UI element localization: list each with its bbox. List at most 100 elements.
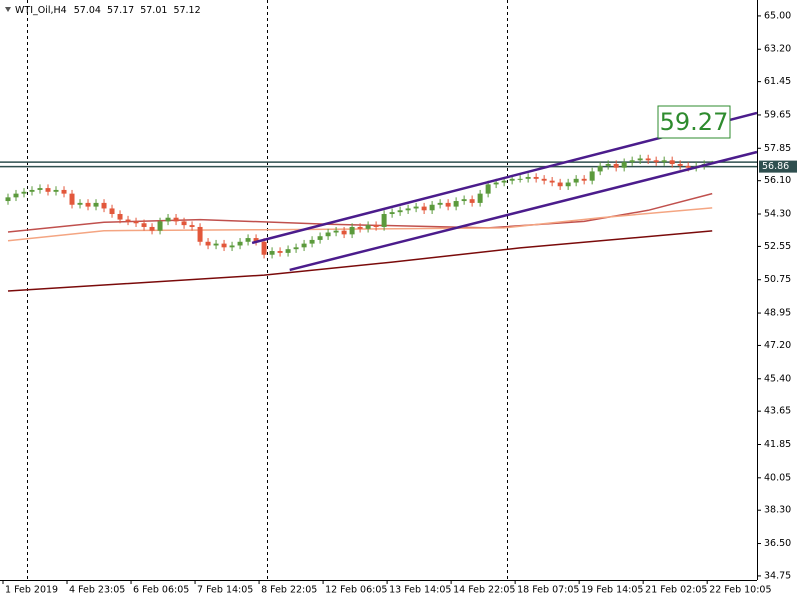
x-tick-label: 18 Feb 07:05	[517, 585, 579, 596]
candle-body	[37, 188, 43, 190]
candle-body	[365, 225, 371, 229]
candle-body	[541, 178, 547, 181]
candle-body	[453, 201, 459, 207]
candle-body	[197, 226, 203, 242]
candle-body	[277, 251, 283, 253]
candle-body	[325, 232, 331, 237]
candle-body	[317, 236, 323, 240]
y-tick-label: 59.65	[764, 109, 791, 120]
open-value: 57.04	[74, 5, 101, 16]
candle-body	[613, 164, 619, 168]
y-tick-label: 36.50	[764, 538, 791, 549]
candle-body	[301, 243, 307, 248]
x-tick-label: 1 Feb 2019	[5, 585, 58, 596]
candle-body	[293, 247, 299, 250]
candle-body	[629, 160, 635, 163]
x-tick-label: 7 Feb 14:05	[197, 585, 253, 596]
candle-body	[141, 223, 147, 227]
low-value: 57.01	[140, 5, 167, 16]
candle-body	[221, 243, 227, 248]
y-tick-label: 41.85	[764, 439, 791, 450]
candle-body	[109, 208, 115, 215]
candle-body	[405, 208, 411, 211]
y-tick-label: 54.30	[764, 209, 791, 220]
candle-body	[261, 241, 267, 255]
x-tick-label: 12 Feb 06:05	[325, 585, 387, 596]
x-tick-label: 22 Feb 10:05	[709, 585, 771, 596]
candle-body	[125, 219, 131, 222]
target-label: 59.27	[660, 108, 729, 136]
y-tick-label: 45.40	[764, 373, 791, 384]
moving-average	[7, 230, 713, 292]
candle-body	[245, 238, 251, 242]
candle-body	[677, 164, 683, 166]
x-tick-label: 6 Feb 06:05	[133, 585, 189, 596]
candle-body	[429, 204, 435, 211]
candle-body	[5, 197, 11, 202]
symbol: WTI_Oil,H4	[15, 5, 67, 16]
candle-body	[637, 158, 643, 161]
x-tick-label: 8 Feb 22:05	[261, 585, 317, 596]
candle-body	[21, 191, 27, 194]
price-tag	[759, 160, 797, 173]
candle-body	[341, 230, 347, 235]
target-box	[657, 105, 731, 139]
candle-body	[517, 178, 523, 180]
candle-body	[357, 226, 363, 229]
y-tick-label: 38.30	[764, 505, 791, 516]
candle-body	[485, 184, 491, 194]
candle-body	[29, 189, 35, 192]
candle-body	[669, 160, 675, 165]
candle-body	[477, 193, 483, 203]
candle-body	[501, 180, 507, 183]
candle-body	[213, 243, 219, 246]
candle-body	[509, 178, 515, 181]
candle-body	[269, 251, 275, 255]
candle-body	[389, 212, 395, 215]
y-tick-label: 52.55	[764, 241, 791, 252]
candle-body	[557, 182, 563, 187]
trend-line	[289, 150, 758, 272]
price-tag-label: 56.86	[762, 161, 789, 172]
candle-body	[205, 241, 211, 246]
candle-body	[101, 202, 107, 209]
candle-body	[165, 217, 171, 222]
candle-body	[549, 180, 555, 183]
candle-body	[565, 182, 571, 187]
candle-body	[189, 225, 195, 227]
y-tick-label: 50.75	[764, 274, 791, 285]
candle-body	[229, 245, 235, 248]
candle-body	[133, 221, 139, 224]
y-tick-label: 47.20	[764, 340, 791, 351]
candle-body	[181, 221, 187, 226]
candle-body	[685, 165, 691, 168]
y-tick-label: 43.65	[764, 406, 791, 417]
y-tick-label: 40.05	[764, 472, 791, 483]
candle-body	[413, 206, 419, 209]
candle-body	[309, 239, 315, 244]
candle-body	[53, 189, 59, 192]
candle-body	[237, 241, 243, 246]
candle-body	[333, 230, 339, 233]
candle-body	[645, 158, 651, 161]
candle-body	[621, 162, 627, 168]
symbol-icon	[5, 7, 11, 12]
candle-body	[445, 202, 451, 207]
x-tick-label: 21 Feb 02:05	[645, 585, 707, 596]
x-tick-label: 19 Feb 14:05	[581, 585, 643, 596]
x-tick-label: 14 Feb 22:05	[453, 585, 515, 596]
candle-body	[349, 226, 355, 235]
candle-body	[461, 199, 467, 202]
y-tick-label: 61.45	[764, 76, 791, 87]
candle-body	[381, 214, 387, 227]
candle-body	[85, 202, 91, 207]
candle-body	[581, 178, 587, 181]
candle-body	[493, 182, 499, 185]
candle-body	[173, 217, 179, 222]
candle-body	[77, 202, 83, 205]
high-value: 57.17	[107, 5, 134, 16]
candle-body	[437, 202, 443, 205]
chart-header: WTI_Oil,H4 57.04 57.17 57.01 57.12	[15, 5, 201, 16]
candle-body	[13, 193, 19, 198]
